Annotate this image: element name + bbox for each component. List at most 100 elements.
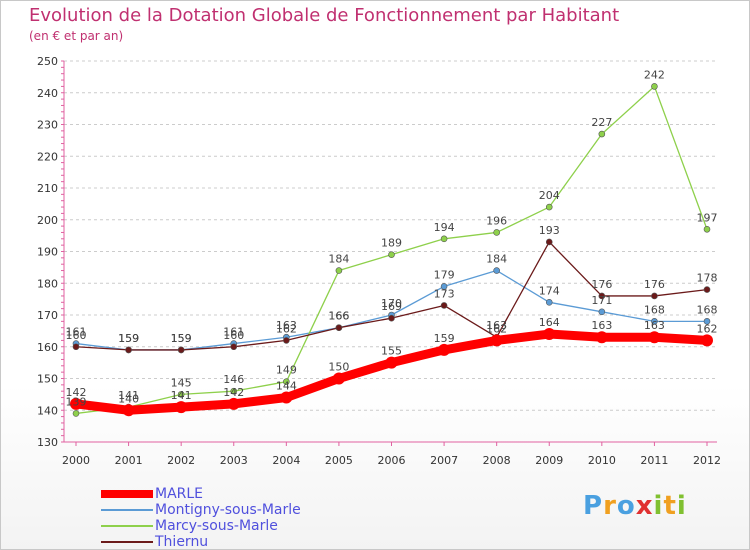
data-label: 162 [276,322,297,335]
y-tick-label: 160 [37,341,58,354]
data-point [332,372,345,385]
y-tick-label: 210 [37,182,58,195]
data-label: 163 [644,319,665,332]
x-tick-label: 2010 [588,454,616,467]
data-point [493,229,500,236]
y-tick-label: 190 [37,246,58,259]
data-label: 196 [486,214,507,227]
data-point [703,318,711,325]
data-label: 189 [381,237,402,250]
data-label: 159 [171,332,192,345]
data-point [651,83,658,90]
legend-swatch-marle [101,490,153,498]
data-point [283,378,290,385]
logo-letter: o [616,491,636,521]
data-label: 141 [171,389,192,402]
data-label: 178 [697,272,718,285]
x-tick-label: 2005 [325,454,353,467]
legend-item-marcy[interactable]: Marcy-sous-Marle [101,518,301,534]
data-label: 163 [591,319,612,332]
data-label: 140 [118,392,139,405]
data-label: 176 [591,278,612,291]
data-point [651,318,658,325]
data-label: 176 [644,278,665,291]
data-point [545,298,553,306]
data-label: 160 [223,329,244,342]
data-label: 242 [644,68,665,81]
legend-item-thiernu[interactable]: Thiernu [101,534,301,550]
data-point [648,331,661,344]
data-label: 159 [118,332,139,345]
data-point [703,225,711,233]
y-tick-label: 230 [37,119,58,132]
data-label: 162 [486,322,507,335]
data-point [701,334,713,347]
data-point [335,267,343,274]
data-label: 155 [381,345,402,358]
data-point [651,292,658,300]
data-label: 184 [486,253,507,266]
legend-item-marle[interactable]: MARLE [101,486,301,502]
data-label: 194 [434,221,455,234]
data-point [595,331,608,344]
data-label: 179 [434,268,455,281]
y-tick-label: 130 [37,436,58,449]
data-point [72,410,80,417]
data-label: 227 [591,116,612,129]
data-point [283,337,290,344]
x-tick-label: 2009 [535,454,563,467]
data-label: 166 [328,310,349,323]
data-point [227,397,240,410]
data-label: 145 [171,376,192,389]
data-point [230,343,238,351]
data-label: 168 [697,303,718,316]
data-label: 193 [539,224,560,237]
data-point [545,238,553,246]
data-point [125,346,132,354]
legend-swatch-thiernu [101,541,153,543]
y-tick-label: 140 [37,404,58,417]
data-label: 142 [223,386,244,399]
chart-title: Evolution de la Dotation Globale de Fonc… [29,5,620,26]
y-tick-label: 170 [37,309,58,322]
data-label: 169 [381,300,402,313]
data-label: 144 [276,380,297,393]
data-label: 160 [66,329,87,342]
y-tick-label: 240 [37,87,58,100]
data-point [703,286,711,293]
data-label: 162 [697,322,718,335]
logo-letter: i [676,491,687,521]
chart-subtitle: (en € et par an) [29,29,124,43]
data-point [230,387,238,395]
data-point [335,324,343,332]
legend-item-montigny[interactable]: Montigny-sous-Marle [101,502,301,518]
data-point [177,346,185,354]
x-tick-label: 2003 [220,454,248,467]
logo-letter: r [603,491,617,521]
legend-label-marcy: Marcy-sous-Marle [155,518,278,534]
data-label: 173 [434,287,455,300]
data-label: 139 [66,395,87,408]
x-tick-label: 2000 [62,454,90,467]
legend-swatch-marcy [101,525,153,527]
data-point [440,302,448,309]
data-point [122,404,135,417]
data-label: 168 [644,303,665,316]
legend-label-marle: MARLE [155,486,204,502]
data-point [388,251,395,258]
x-tick-label: 2004 [272,454,300,467]
data-label: 163 [276,319,297,332]
data-label: 174 [539,284,560,297]
data-label: 159 [171,332,192,345]
data-label: 149 [276,364,297,377]
logo-letter: t [663,491,677,521]
data-point [545,203,553,211]
data-point [493,267,500,274]
data-label: 161 [223,326,244,339]
data-label: 163 [486,319,507,332]
data-label: 150 [328,361,349,374]
x-tick-label: 2002 [167,454,195,467]
data-point [440,235,448,243]
logo-letter: P [583,491,604,521]
